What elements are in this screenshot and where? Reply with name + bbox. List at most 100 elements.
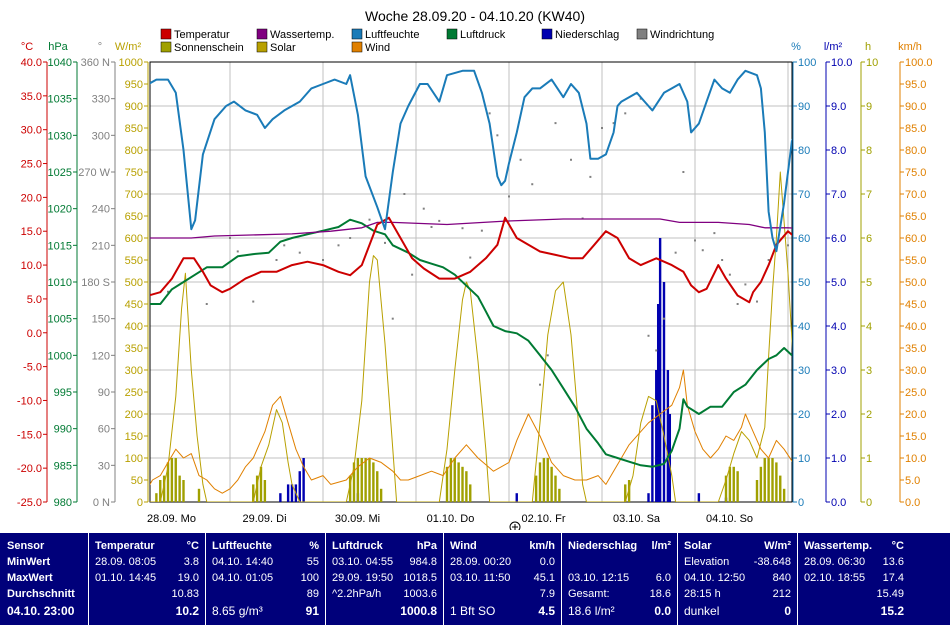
axis-tick-label: 0.0 xyxy=(27,328,42,340)
wind-direction-point xyxy=(480,229,483,232)
wind-direction-point xyxy=(682,171,685,173)
stats-cell-label: 04.10. 01:05 xyxy=(212,572,274,584)
legend-label: Niederschlag xyxy=(555,29,619,41)
stats-cell-value: 6.0 xyxy=(655,572,671,584)
legend-swatch xyxy=(256,28,268,40)
sunshine-bar xyxy=(724,475,728,502)
axis-tick-label: 4 xyxy=(866,321,872,333)
wind-direction-point xyxy=(236,250,239,253)
sunshine-bar xyxy=(255,475,259,502)
axis-unit: h xyxy=(865,41,871,53)
sunshine-bar xyxy=(736,471,739,502)
legend-swatch xyxy=(446,28,458,40)
scroll-handle-icon[interactable] xyxy=(509,521,521,530)
axis-tick-label: 600 xyxy=(125,233,143,245)
axis-tick-label: 2.0 xyxy=(831,409,846,421)
sunshine-bar xyxy=(538,462,542,502)
stats-cell-value: hPa xyxy=(416,540,437,552)
axis-tick-label: 35.0 xyxy=(21,91,42,103)
rain-bar xyxy=(279,493,282,502)
wind-direction-point xyxy=(767,259,770,261)
axis-tick-label: 100 xyxy=(125,453,143,465)
wind-direction-point xyxy=(663,317,665,320)
stats-row-label: Durchschnitt xyxy=(7,588,75,600)
wind-direction-point xyxy=(721,259,724,261)
stats-cell-value: 91 xyxy=(305,604,319,618)
axis-tick-label: 30.0 xyxy=(21,125,42,137)
wind-direction-point xyxy=(647,334,650,337)
axis-tick-label: 300 xyxy=(92,130,110,142)
wind-direction-point xyxy=(701,249,704,252)
temperature-line xyxy=(150,216,792,304)
axis-tick-label: 400 xyxy=(125,321,143,333)
stats-cell-value: 89 xyxy=(306,588,319,600)
stats-cell-label: 28.09. 08:05 xyxy=(95,556,157,568)
stats-cell-value: 55 xyxy=(306,556,319,568)
axis-tick-label: 55.0 xyxy=(905,255,926,267)
stats-cell-label: Wind xyxy=(450,540,477,552)
legend-label: Windrichtung xyxy=(650,29,714,41)
axis-tick-label: 15.0 xyxy=(21,226,42,238)
rain-bar xyxy=(697,493,701,502)
axis-tick-label: 3 xyxy=(866,365,872,377)
axis-tick-label: 40 xyxy=(798,321,810,333)
stats-cell-value: 1018.5 xyxy=(403,572,437,584)
axis-tick-label: 270 W xyxy=(78,167,110,179)
axis-tick-label: 100.0 xyxy=(905,57,933,69)
axis-tick-label: 5.0 xyxy=(831,277,846,289)
axis-tick-label: 40.0 xyxy=(905,321,926,333)
stats-cell-label: 28:15 h xyxy=(684,588,721,600)
wind-direction-point xyxy=(422,207,425,210)
sunshine-bar xyxy=(728,466,732,502)
axis-tick-label: 90 xyxy=(798,101,810,113)
wind-direction-point xyxy=(601,127,603,129)
axis-tick-label: 70 xyxy=(798,189,810,201)
axis-tick-label: 85.0 xyxy=(905,123,926,135)
sunshine-bar xyxy=(457,462,460,502)
x-tick-label: 29.09. Di xyxy=(242,513,286,525)
stats-col-temperature: Temperatur °C 28.09. 08:05 3.8 01.10. 14:45 1… xyxy=(88,533,205,625)
axis-tick-label: 1.0 xyxy=(831,453,846,465)
sunshine-bar xyxy=(360,458,363,502)
axis-tick-label: 700 xyxy=(125,189,143,201)
axis-tick-label: 200 xyxy=(125,409,143,421)
axis-tick-label: 6.0 xyxy=(831,233,846,245)
axis-tick-label: 30 xyxy=(98,460,110,472)
solar-line xyxy=(150,171,792,502)
sunshine-bar xyxy=(263,480,267,502)
axis-tick-label: 650 xyxy=(125,211,143,223)
axis-tick-label: 75.0 xyxy=(905,167,926,179)
rain-bar xyxy=(656,304,660,502)
wind-direction-point xyxy=(298,251,301,254)
axis-unit: hPa xyxy=(48,41,68,53)
axis-tick-label: 1040 xyxy=(48,57,72,69)
sunshine-bar xyxy=(461,466,464,502)
sunshine-bar xyxy=(775,462,778,502)
legend-label: Solar xyxy=(270,42,296,54)
axis-tick-label: 60.0 xyxy=(905,233,926,245)
rain-bar xyxy=(298,471,301,502)
stats-header: Sensor xyxy=(7,540,45,552)
plot-area xyxy=(150,69,792,502)
sunshine-bar xyxy=(755,480,759,502)
stats-cell-value: 4.5 xyxy=(538,604,555,618)
axis-tick-label: 0.0 xyxy=(905,497,920,509)
axis-tick-label: 1030 xyxy=(48,130,72,142)
stats-cell-label: Niederschlag xyxy=(568,540,638,552)
sunshine-bar xyxy=(782,488,786,502)
stats-cell-label: 01.10. 14:45 xyxy=(95,572,157,584)
stats-cell-value: -38.648 xyxy=(753,556,791,568)
axis-tick-label: 80 xyxy=(798,145,810,157)
rain-bar xyxy=(302,458,305,502)
axis-tick-label: 850 xyxy=(125,123,143,135)
sunshine-bar xyxy=(197,488,201,502)
wind-direction-point xyxy=(655,349,658,352)
axis-tick-label: 60 xyxy=(98,424,110,436)
axis-tick-label: 350 xyxy=(125,343,143,355)
rain-bar xyxy=(286,484,290,502)
stats-cell-value: 17.4 xyxy=(882,572,904,584)
axis-unit: ° xyxy=(98,41,102,53)
axis-tick-label: 8 xyxy=(866,145,872,157)
wind-direction-point xyxy=(519,158,522,161)
wind-direction-point xyxy=(736,303,739,305)
